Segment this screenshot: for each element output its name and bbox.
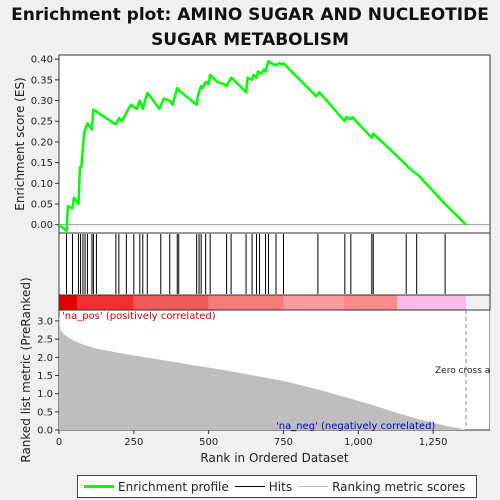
legend-label-ranking: Ranking metric scores [332, 479, 466, 494]
metric-y-tick-label: 2.5 [37, 335, 53, 346]
x-tick-label: 0 [56, 437, 62, 448]
x-tick-label: 500 [199, 437, 218, 448]
legend-label-enrichment: Enrichment profile [118, 479, 229, 494]
zero-cross-label: Zero cross at 1360 [435, 366, 500, 376]
legend-item-hits: Hits [234, 479, 293, 494]
metric-panel: 0.0 0.5 1.0 1.5 2.0 2.5 3.0 Ranked list metric … [19, 277, 500, 463]
es-plot-frame [58, 54, 491, 234]
metric-y-axis-label: Ranked list metric (PreRanked) [19, 277, 33, 462]
metric-y-tick-label: 3.0 [37, 316, 53, 327]
metric-y-tick-label: 0.0 [37, 426, 53, 437]
hits-panel [58, 232, 491, 296]
es-y-tick-label: 0.05 [31, 200, 53, 211]
x-tick-label: 750 [274, 437, 293, 448]
color-bar-segment [397, 295, 467, 310]
legend-label-hits: Hits [268, 479, 293, 494]
color-bar-segment [133, 295, 209, 310]
ranking-metric-area [59, 315, 467, 430]
legend-swatch-enrichment [84, 485, 114, 488]
es-y-tick-label: 0.35 [31, 75, 53, 86]
color-bar-segment [59, 295, 77, 310]
x-tick-label: 1,250 [419, 437, 448, 448]
metric-y-tick-label: 1.5 [37, 371, 53, 382]
x-axis: 0 250 500 750 1,000 1,250 Rank in Ordered Data… [56, 430, 448, 465]
enrichment-profile-line [58, 59, 467, 233]
chart-title-line-2: SUGAR METABOLISM [151, 30, 349, 50]
x-tick-label: 250 [124, 437, 143, 448]
color-bar-segment [208, 295, 284, 310]
es-y-axis-label: Enrichment score (ES) [13, 77, 27, 210]
es-y-tick-label: 0.30 [31, 96, 53, 107]
right-clip [490, 310, 500, 430]
chart-title-line-1: Enrichment plot: AMINO SUGAR AND NUCLEOT… [11, 5, 489, 25]
legend-swatch-hits [234, 486, 265, 487]
x-axis-label: Rank in Ordered Dataset [200, 451, 348, 465]
x-tick-label: 1,000 [344, 437, 373, 448]
metric-y-tick-label: 0.5 [37, 407, 53, 418]
legend: Enrichment profile Hits Ranking metric s… [77, 475, 477, 498]
legend-item-ranking: Ranking metric scores [298, 480, 465, 494]
es-y-tick-label: 0.20 [31, 137, 53, 148]
color-bar-segment [76, 295, 134, 310]
color-bar-segment [283, 295, 344, 310]
metric-y-tick-label: 1.0 [37, 389, 53, 400]
es-y-tick-label: 0.10 [31, 179, 53, 190]
legend-item-enrichment: Enrichment profile [84, 480, 229, 494]
metric-y-tick-label: 2.0 [37, 353, 53, 364]
es-y-tick-label: 0.00 [31, 220, 53, 231]
correlation-color-bar [58, 294, 491, 311]
positive-correlation-label: 'na_pos' (positively correlated) [62, 311, 216, 322]
es-y-tick-label: 0.40 [31, 55, 53, 66]
negative-correlation-label: 'na_neg' (negatively correlated) [276, 421, 435, 432]
legend-swatch-ranking [298, 486, 329, 487]
es-y-tick-label: 0.15 [31, 158, 53, 169]
hits-frame [58, 232, 491, 296]
es-panel: 0.00 0.05 0.10 0.15 0.20 0.25 0.30 0.35 0.40 Enri… [13, 54, 491, 234]
es-y-tick-label: 0.25 [31, 117, 53, 128]
color-bar-segment [343, 295, 398, 310]
chart-title: Enrichment plot: AMINO SUGAR AND NUCLEOT… [0, 3, 500, 53]
